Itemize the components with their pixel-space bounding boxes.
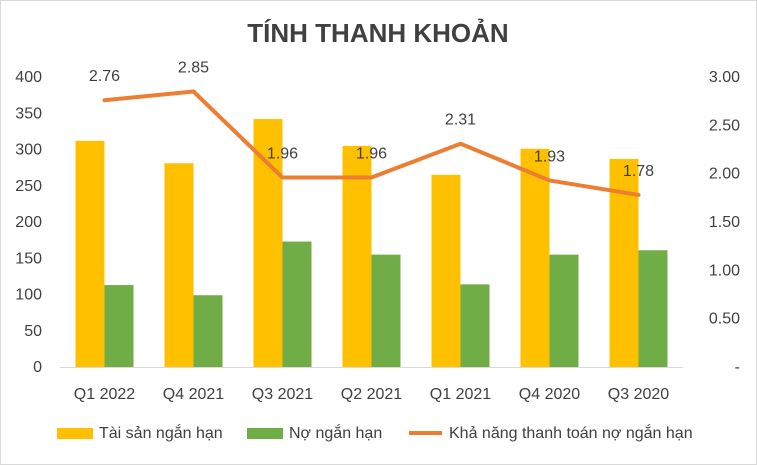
data-label: 2.31 [445, 112, 476, 129]
y-left-tick-label: 50 [24, 323, 42, 340]
bar-tai-san-ngan-han [431, 174, 461, 367]
bar-no-ngan-han [193, 295, 223, 367]
x-tick-label: Q4 2020 [519, 386, 580, 403]
plot-area: 0 50 100 150 200 250 300 350 400 - 0.50 1.00 1.50 2.0… [15, 60, 740, 404]
bar-tai-san-ngan-han [342, 145, 372, 367]
bar-tai-san-ngan-han [75, 140, 105, 367]
legend-label: Tài sản ngắn hạn [99, 423, 223, 442]
legend: Tài sản ngắn hạn Nợ ngắn hạn Khả năng than… [57, 423, 693, 442]
y-left-tick-label: 350 [15, 105, 42, 122]
x-tick-label: Q3 2020 [608, 386, 669, 403]
x-tick-label: Q1 2022 [74, 386, 135, 403]
y-right-tick-label: 2.50 [709, 117, 740, 134]
y-left-tick-label: 0 [33, 359, 42, 376]
legend-swatch [247, 428, 283, 439]
y-left-tick-label: 400 [15, 69, 42, 86]
y-right-tick-label: 1.50 [709, 214, 740, 231]
y-right-tick-label: 1.00 [709, 262, 740, 279]
y-right-tick-label: - [735, 359, 740, 376]
bar-no-ngan-han [638, 250, 668, 367]
chart-title: TÍNH THANH KHOẢN [247, 18, 508, 48]
bar-tai-san-ngan-han [164, 163, 194, 367]
data-label: 2.76 [89, 68, 120, 85]
y-left-tick-label: 150 [15, 250, 42, 267]
x-tick-label: Q1 2021 [430, 386, 491, 403]
data-label: 1.96 [356, 146, 387, 163]
data-label: 2.85 [178, 60, 209, 77]
bar-no-ngan-han [104, 285, 134, 367]
legend-swatch [57, 428, 93, 439]
y-right-tick-label: 2.00 [709, 166, 740, 183]
y-left-tick-label: 200 [15, 214, 42, 231]
x-tick-label: Q2 2021 [341, 386, 402, 403]
y-left-tick-label: 250 [15, 178, 42, 195]
bar-no-ngan-han [371, 254, 401, 367]
bar-tai-san-ngan-han [520, 148, 550, 367]
y-left-tick-label: 100 [15, 287, 42, 304]
x-tick-label: Q4 2021 [163, 386, 224, 403]
data-label: 1.93 [534, 148, 565, 165]
legend-label: Nợ ngắn hạn [289, 423, 382, 442]
y-left-tick-label: 300 [15, 142, 42, 159]
bar-no-ngan-han [460, 284, 490, 367]
x-tick-label: Q3 2021 [252, 386, 313, 403]
data-label: 1.96 [267, 146, 298, 163]
bar-tai-san-ngan-han [253, 119, 283, 367]
y-right-tick-label: 0.50 [709, 311, 740, 328]
bar-no-ngan-han [549, 254, 579, 367]
data-label: 1.78 [623, 163, 654, 180]
bar-no-ngan-han [282, 241, 312, 367]
legend-label: Khả năng thanh toán nợ ngắn hạn [449, 423, 693, 442]
y-right-tick-label: 3.00 [709, 69, 740, 86]
